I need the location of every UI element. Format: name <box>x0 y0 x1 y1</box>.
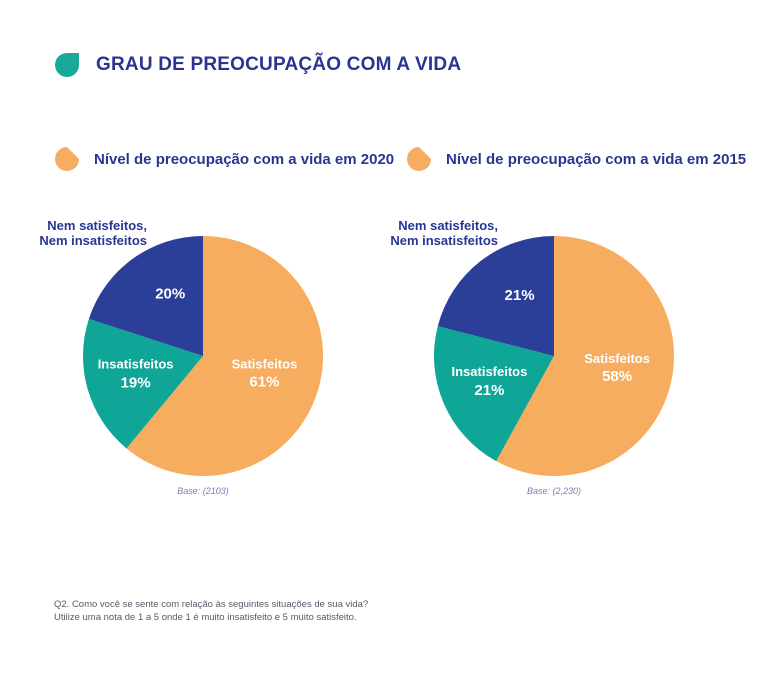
pie-slice-satisfeitos <box>126 236 323 477</box>
pie-slice-satisfeitos <box>496 236 674 476</box>
base-label: Base: (2103) <box>177 486 229 496</box>
slice-label: Satisfeitos <box>584 351 650 366</box>
title-row: GRAU DE PREOCUPAÇÃO COM A VIDA <box>54 50 461 80</box>
teal-drop-icon <box>55 53 79 77</box>
slice-value: 21% <box>474 382 504 399</box>
orange-drop-icon <box>407 147 431 171</box>
page-title: GRAU DE PREOCUPAÇÃO COM A VIDA <box>96 54 462 75</box>
pie-slice-insatisfeitos <box>434 326 554 462</box>
legend-label-2020: Nível de preocupação com a vida em 2020 <box>94 150 395 168</box>
pie-slice-insatisfeitos <box>83 318 203 449</box>
base-label: Base: (2,230) <box>527 486 581 496</box>
legend-2020: Nível de preocupação com a vida em 2020 <box>54 146 394 172</box>
slice-label: Satisfeitos <box>232 356 298 371</box>
slice-value: 20% <box>155 286 185 303</box>
slice-label: Insatisfeitos <box>451 364 527 379</box>
slice-value: 19% <box>121 374 151 391</box>
outside-slice-label: Nem insatisfeitos <box>39 233 147 248</box>
legend-2015: Nível de preocupação com a vida em 2015 <box>406 146 746 172</box>
outside-slice-label: Nem insatisfeitos <box>390 233 498 248</box>
slice-label: Insatisfeitos <box>98 356 174 371</box>
pie-slice-nem-satisfeitos <box>437 236 554 356</box>
slice-value: 61% <box>249 373 279 390</box>
slice-value: 21% <box>505 287 535 304</box>
orange-drop-icon <box>55 147 79 171</box>
legend-label-2015: Nível de preocupação com a vida em 2015 <box>446 150 747 168</box>
outside-slice-label: Nem satisfeitos, <box>47 218 147 233</box>
footnote-line-1: Q2. Como você se sente com relação às se… <box>54 599 369 610</box>
slice-value: 58% <box>602 368 632 385</box>
footnote-line-2: Utilize uma nota de 1 a 5 onde 1 é muito… <box>54 612 357 623</box>
footnote: Q2. Como você se sente com relação às se… <box>54 598 368 624</box>
outside-slice-label: Nem satisfeitos, <box>398 218 498 233</box>
pie-slice-nem-satisfeitos <box>88 236 203 356</box>
